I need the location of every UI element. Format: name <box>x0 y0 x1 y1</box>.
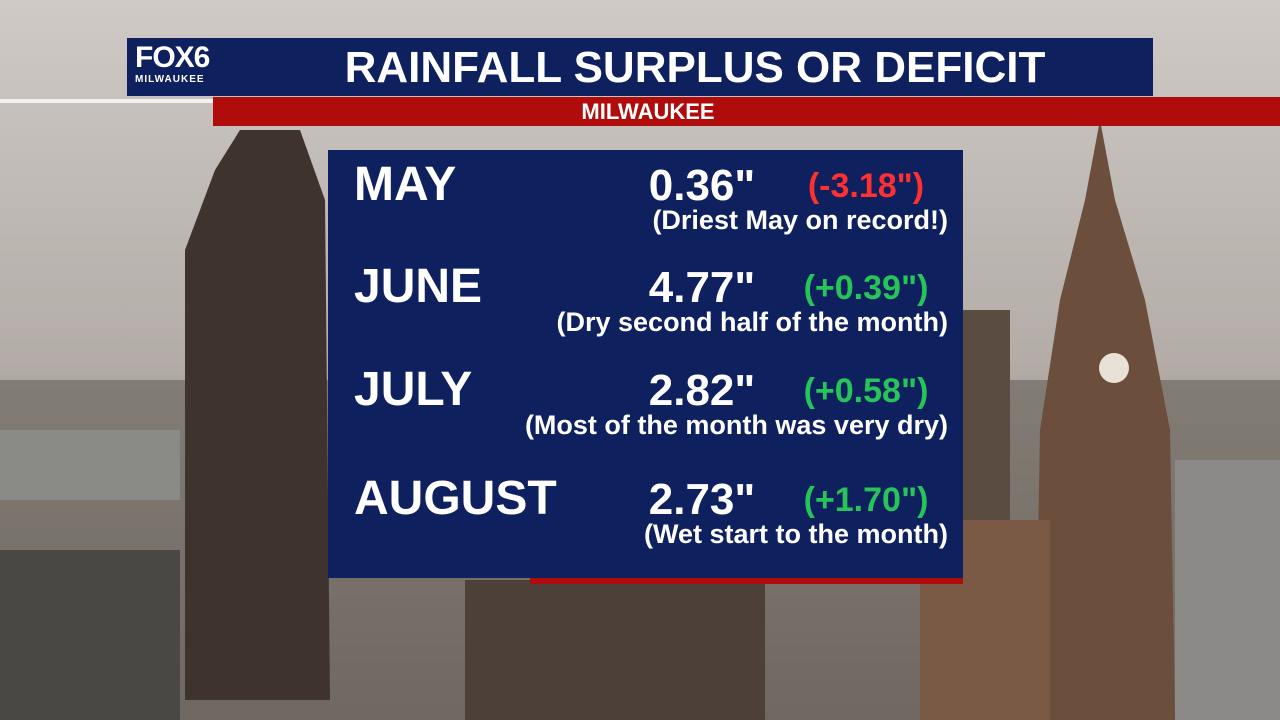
rainfall-amount: 2.73" <box>648 475 756 524</box>
subtitle: MILWAUKEE <box>581 99 715 124</box>
river-area <box>0 550 180 720</box>
rainfall-amount: 0.36" <box>648 161 756 210</box>
note: (Wet start to the month) <box>644 519 948 549</box>
month: AUGUST <box>354 472 557 525</box>
note: (Dry second half of the month) <box>556 307 949 337</box>
departure: (+0.39") <box>803 269 929 307</box>
departure: (+0.58") <box>803 372 929 410</box>
note: (Driest May on record!) <box>652 205 948 235</box>
building-far-right <box>1175 460 1280 720</box>
rainfall-amount: 4.77" <box>648 263 756 312</box>
logo-text: FOX6 <box>135 41 210 74</box>
subtitle-bar <box>213 97 1280 126</box>
logo-subtext: MILWAUKEE <box>135 74 205 85</box>
tower-left <box>185 130 330 700</box>
departure: (-3.18") <box>807 167 925 205</box>
data-panel <box>328 150 963 578</box>
logo: FOX6 MILWAUKEE <box>135 42 230 94</box>
accent-line <box>0 99 214 103</box>
panel-accent <box>530 578 963 584</box>
month: JULY <box>354 363 473 416</box>
building-mid <box>465 580 765 720</box>
month: MAY <box>354 158 457 211</box>
month: JUNE <box>354 260 483 313</box>
title: RAINFALL SURPLUS OR DEFICIT <box>344 43 1046 92</box>
city-hall-tower <box>1035 120 1175 720</box>
note: (Most of the month was very dry) <box>524 410 948 440</box>
departure: (+1.70") <box>803 481 929 519</box>
stadium <box>0 430 180 500</box>
clock <box>1099 353 1129 383</box>
title-bar <box>127 38 1153 96</box>
rainfall-amount: 2.82" <box>648 366 756 415</box>
